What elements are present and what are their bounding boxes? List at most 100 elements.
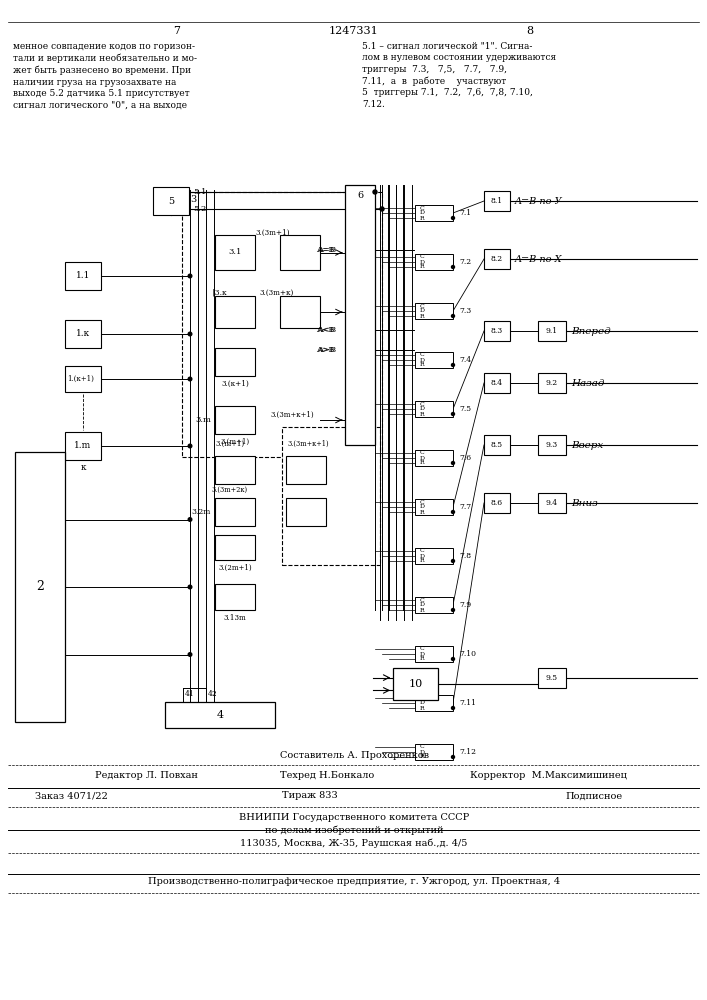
Text: 1247331: 1247331 (329, 26, 379, 36)
Bar (415, 254, 453, 270)
Text: 7.6: 7.6 (459, 454, 471, 462)
Text: A>B: A>B (317, 346, 337, 354)
Text: C: C (420, 304, 425, 308)
Text: R: R (420, 656, 425, 662)
Text: по делам изобретений и открытий: по делам изобретений и открытий (264, 825, 443, 835)
Text: 7.10: 7.10 (459, 650, 476, 658)
Text: D: D (420, 602, 425, 607)
Bar (65, 320, 101, 348)
Text: 7.12: 7.12 (459, 748, 476, 756)
Bar (215, 498, 255, 526)
Text: Тираж 833: Тираж 833 (282, 792, 338, 800)
Text: 3.(3m+к): 3.(3m+к) (259, 289, 294, 297)
Text: 8.2: 8.2 (491, 255, 503, 263)
Text: Корректор  М.Максимишинец: Корректор М.Максимишинец (470, 772, 627, 780)
Text: 8.6: 8.6 (491, 499, 503, 507)
Circle shape (452, 510, 455, 514)
Text: 7.3: 7.3 (459, 307, 472, 315)
Bar (538, 373, 566, 393)
Circle shape (188, 444, 192, 448)
Text: 5: 5 (168, 196, 174, 206)
Circle shape (452, 412, 455, 416)
Bar (538, 321, 566, 341)
Bar (484, 249, 510, 269)
Circle shape (452, 363, 455, 366)
Bar (538, 668, 566, 688)
Bar (215, 535, 255, 560)
Text: 7.5: 7.5 (459, 405, 471, 413)
Text: R: R (420, 314, 425, 318)
Text: A=B по X: A=B по X (515, 254, 563, 263)
Text: A=B: A=B (317, 246, 337, 254)
Text: 3.(3m+1): 3.(3m+1) (256, 229, 291, 237)
Circle shape (452, 658, 455, 660)
Text: 3.(m+1): 3.(m+1) (221, 438, 250, 446)
Text: 7: 7 (173, 26, 180, 36)
Bar (65, 432, 101, 460)
Text: 3.(3m+к+1): 3.(3m+к+1) (287, 440, 329, 448)
Text: 6: 6 (357, 190, 363, 200)
Text: R: R (420, 264, 425, 269)
Bar (286, 498, 326, 526)
Bar (415, 744, 453, 760)
Text: A<B: A<B (316, 326, 334, 334)
Text: D: D (420, 358, 425, 362)
Text: 1.к: 1.к (76, 330, 90, 338)
Bar (415, 695, 453, 711)
Text: 3.(3m+2к): 3.(3m+2к) (212, 486, 248, 494)
Bar (215, 296, 255, 328)
Text: C: C (420, 597, 425, 602)
Text: 3.m: 3.m (195, 416, 211, 424)
Text: 7.9: 7.9 (459, 601, 471, 609)
Text: D: D (420, 406, 425, 412)
Text: 9.2: 9.2 (546, 379, 558, 387)
Text: C: C (420, 647, 425, 652)
Text: A=B по У: A=B по У (515, 196, 563, 206)
Circle shape (452, 608, 455, 611)
Circle shape (188, 518, 192, 521)
Bar (484, 191, 510, 211)
Circle shape (452, 462, 455, 464)
Circle shape (188, 653, 192, 656)
Text: 3.13m: 3.13m (223, 614, 246, 622)
Text: D: D (420, 554, 425, 558)
Circle shape (188, 274, 192, 278)
Bar (65, 262, 101, 290)
Text: 3.(2m+1): 3.(2m+1) (218, 564, 252, 572)
Bar (393, 668, 438, 700)
Text: 7.2: 7.2 (459, 258, 471, 266)
Text: 9.3: 9.3 (546, 441, 558, 449)
Text: к: к (81, 464, 86, 473)
Bar (15, 452, 65, 722)
Bar (415, 205, 453, 221)
Text: 1.m: 1.m (74, 442, 92, 450)
Text: 7.8: 7.8 (459, 552, 471, 560)
Bar (538, 493, 566, 513)
Text: 7.7: 7.7 (459, 503, 471, 511)
Bar (280, 296, 320, 328)
Circle shape (452, 756, 455, 758)
Bar (345, 185, 375, 445)
Bar (215, 406, 255, 434)
Text: Производственно-полиграфическое предприятие, г. Ужгород, ул. Проектная, 4: Производственно-полиграфическое предприя… (148, 878, 560, 886)
Text: A>B: A>B (316, 346, 334, 354)
Text: Назад: Назад (571, 378, 604, 387)
Bar (415, 303, 453, 319)
Circle shape (452, 706, 455, 710)
Text: R: R (420, 216, 425, 221)
Bar (484, 493, 510, 513)
Bar (415, 352, 453, 368)
Text: 10: 10 (409, 679, 423, 689)
Text: 3.(к+1): 3.(к+1) (221, 380, 249, 388)
Bar (165, 702, 275, 728)
Text: C: C (420, 744, 425, 750)
Text: R: R (420, 460, 425, 466)
Text: 8.5: 8.5 (491, 441, 503, 449)
Bar (484, 435, 510, 455)
Text: 7.4: 7.4 (459, 356, 471, 364)
Bar (182, 192, 382, 457)
Text: 8.4: 8.4 (491, 379, 503, 387)
Text: D: D (420, 700, 425, 706)
Bar (65, 366, 101, 392)
Circle shape (452, 560, 455, 562)
